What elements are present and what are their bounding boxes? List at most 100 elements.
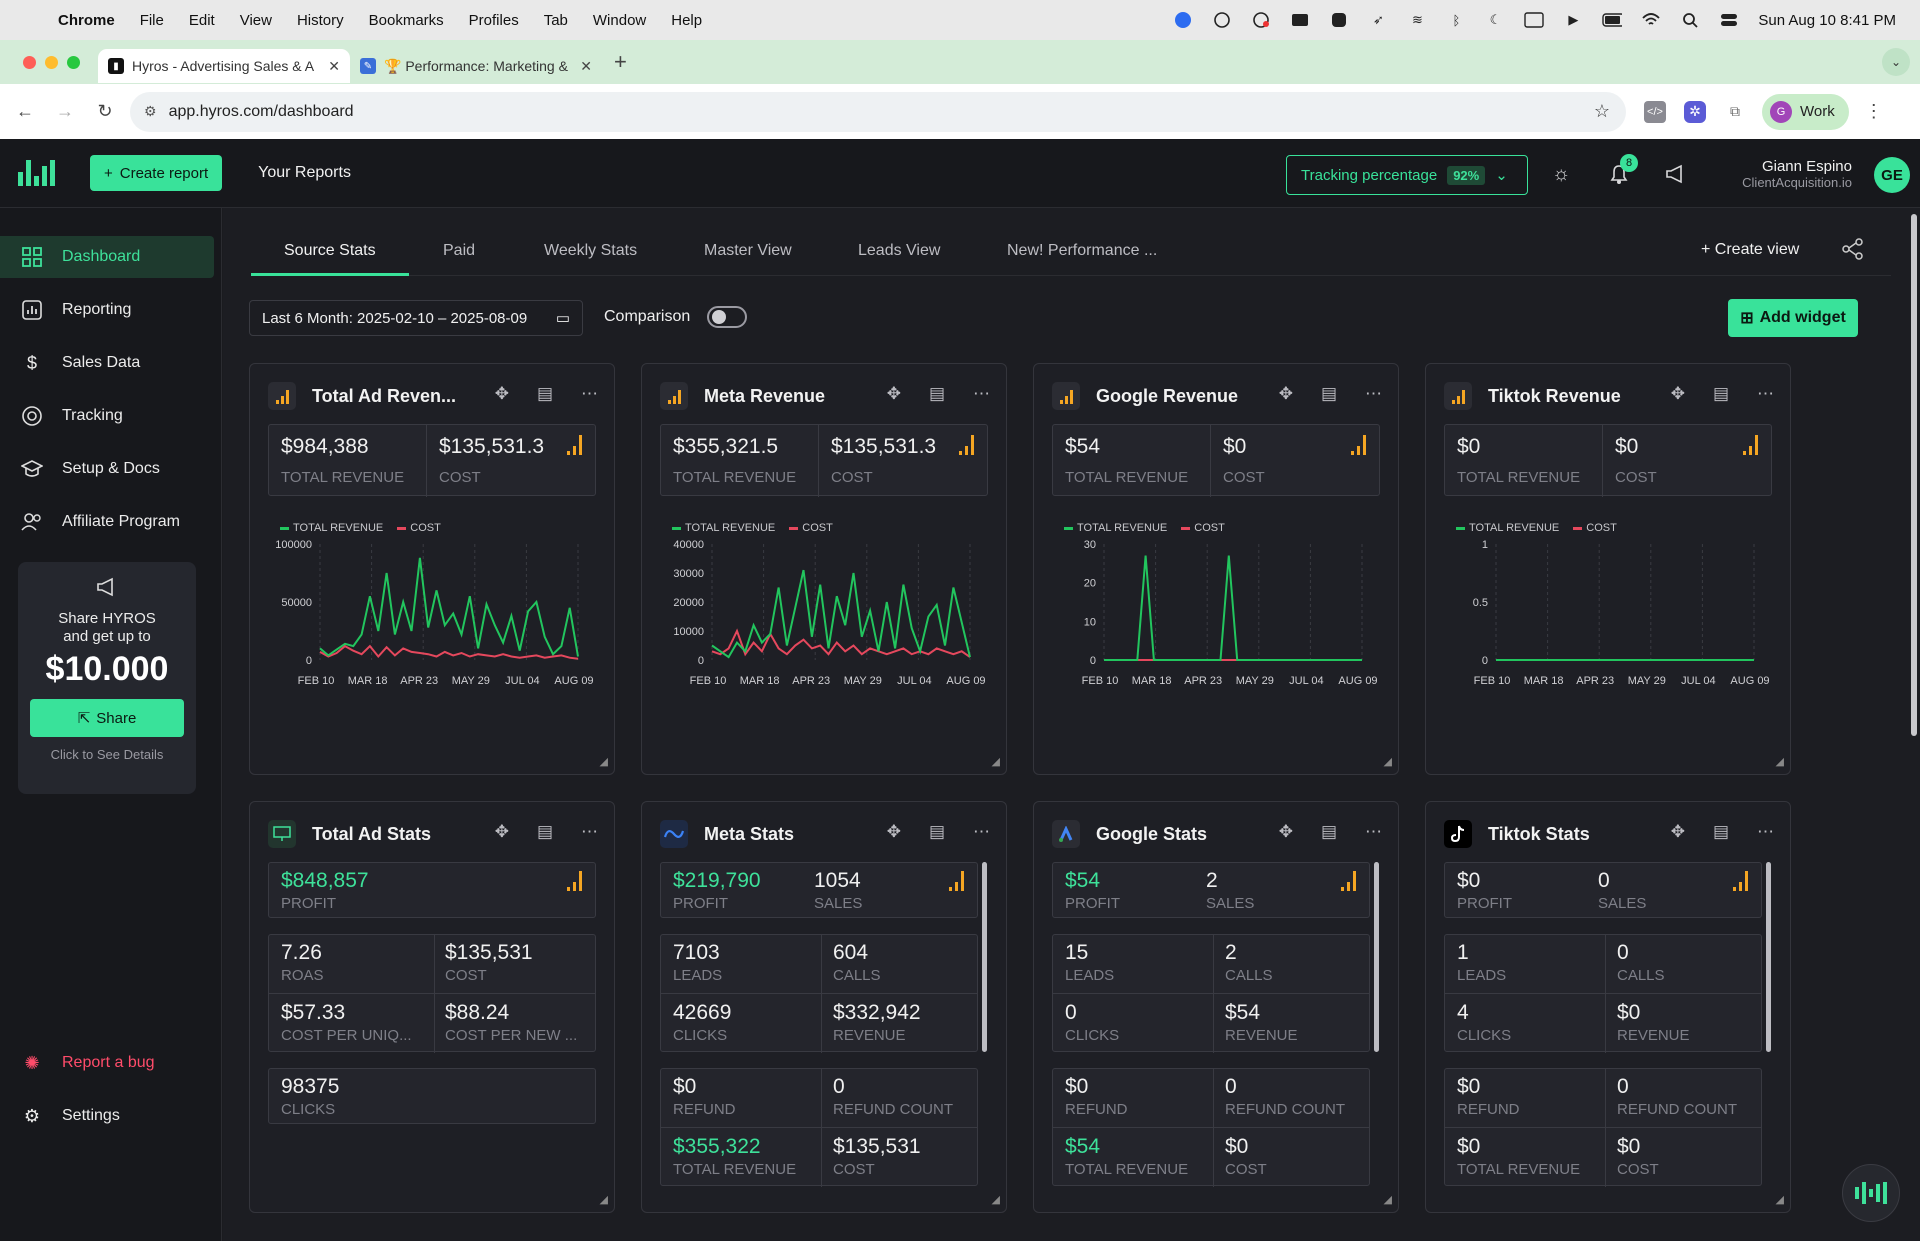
menu-help[interactable]: Help [671,11,703,29]
menu-window[interactable]: Window [592,11,647,29]
extension-gear-icon[interactable]: ✲ [1684,100,1706,123]
promo-caption[interactable]: Click to See Details [50,747,164,762]
more-options-icon[interactable]: ⋯ [581,822,598,841]
creative-cloud-icon[interactable] [1251,12,1271,28]
bookmark-star-icon[interactable]: ☆ [1593,101,1610,121]
move-icon[interactable]: ✥ [494,384,509,403]
close-tab-icon[interactable]: ✕ [580,57,592,74]
user-avatar[interactable]: GE [1874,157,1910,193]
zoom-status-icon[interactable] [1173,12,1193,28]
browser-tab-performance[interactable]: ✎ 🏆 Performance: Marketing & ✕ [350,49,602,83]
notes-icon[interactable]: ▤ [1320,384,1337,403]
hyros-assistant-button[interactable] [1842,1164,1900,1222]
menu-tab[interactable]: Tab [543,11,568,29]
menu-edit[interactable]: Edit [188,11,215,29]
resize-handle-icon[interactable]: ◢ [1775,756,1784,768]
address-bar[interactable]: ⚙ app.hyros.com/dashboard ☆ [130,91,1626,132]
sidebar-item-tracking[interactable]: Tracking [0,395,214,437]
extensions-puzzle-icon[interactable]: ⧉ [1730,103,1740,119]
new-tab-button[interactable]: + [614,49,627,74]
more-options-icon[interactable]: ⋯ [1365,384,1382,403]
notes-icon[interactable]: ▤ [536,822,553,841]
forward-arrow-icon[interactable]: → [56,101,74,121]
extension-code-icon[interactable]: </> [1644,100,1666,123]
close-window-button[interactable] [23,55,36,69]
widget-scrollbar[interactable] [1374,862,1379,1052]
wifi-icon[interactable] [1641,12,1661,28]
report-bug-link[interactable]: ✺ Report a bug [0,1042,214,1084]
move-icon[interactable]: ✥ [1278,384,1293,403]
resize-handle-icon[interactable]: ◢ [991,1194,1000,1206]
menubar-clock[interactable]: Sun Aug 10 8:41 PM [1758,11,1896,29]
resize-handle-icon[interactable]: ◢ [599,1194,608,1206]
sidebar-item-reporting[interactable]: Reporting [0,289,214,331]
move-icon[interactable]: ✥ [886,822,901,841]
feather-icon[interactable]: ➶ [1372,12,1384,27]
more-options-icon[interactable]: ⋯ [973,384,990,403]
comparison-toggle[interactable] [707,306,747,328]
tab-leads-view[interactable]: Leads View [858,242,941,259]
scrollbar-thumb[interactable] [1911,214,1917,736]
zoom-window-button[interactable] [67,55,80,69]
input-source-icon[interactable] [1524,12,1545,28]
resize-handle-icon[interactable]: ◢ [1383,756,1392,768]
battery-icon[interactable] [1602,12,1623,28]
move-icon[interactable]: ✥ [1278,822,1293,841]
notes-icon[interactable]: ▤ [1712,822,1729,841]
site-settings-icon[interactable]: ⚙ [144,103,157,119]
cloud-status-icon[interactable] [1212,12,1232,28]
play-icon[interactable]: ▶ [1568,12,1579,27]
move-icon[interactable]: ✥ [1670,822,1685,841]
resize-handle-icon[interactable]: ◢ [1383,1194,1392,1206]
more-options-icon[interactable]: ⋯ [1757,384,1774,403]
theme-sun-icon[interactable]: ☼ [1552,163,1571,185]
your-reports-link[interactable]: Your Reports [258,164,351,181]
tracking-percentage-dropdown[interactable]: Tracking percentage 92% ⌄ [1286,155,1528,195]
sync-icon[interactable]: ≋ [1411,12,1423,27]
sidebar-item-affiliate-program[interactable]: Affiliate Program [0,501,214,543]
gear-status-icon[interactable] [1329,12,1349,28]
tab-master-view[interactable]: Master View [704,242,792,259]
notifications-bell-icon[interactable]: 8 [1608,154,1638,191]
more-options-icon[interactable]: ⋯ [581,384,598,403]
notes-icon[interactable]: ▤ [1712,384,1729,403]
add-widget-button[interactable]: ⊞ Add widget [1728,299,1858,337]
sidebar-item-dashboard[interactable]: Dashboard [0,236,214,278]
hyros-logo[interactable] [18,160,58,186]
more-options-icon[interactable]: ⋯ [1757,822,1774,841]
resize-handle-icon[interactable]: ◢ [599,756,608,768]
move-icon[interactable]: ✥ [494,822,509,841]
more-options-icon[interactable]: ⋯ [1365,822,1382,841]
menu-bookmarks[interactable]: Bookmarks [368,11,444,29]
share-icon[interactable] [1841,238,1865,266]
create-view-button[interactable]: + Create view [1701,241,1799,259]
tab-search-chevron-icon[interactable]: ⌄ [1882,48,1910,76]
menu-history[interactable]: History [296,11,344,29]
close-tab-icon[interactable]: ✕ [328,57,340,74]
profile-chip[interactable]: G Work [1762,93,1849,130]
notes-icon[interactable]: ▤ [928,384,945,403]
tab-new-performance[interactable]: New! Performance ... [1007,242,1158,259]
bluetooth-icon[interactable]: ᛒ [1452,12,1461,28]
menu-file[interactable]: File [139,11,164,29]
move-icon[interactable]: ✥ [1670,384,1685,403]
resize-handle-icon[interactable]: ◢ [1775,1194,1784,1206]
widget-scrollbar[interactable] [982,862,987,1052]
notes-icon[interactable]: ▤ [928,822,945,841]
tab-source-stats[interactable]: Source Stats [284,242,376,259]
widget-scrollbar[interactable] [1766,862,1771,1052]
menu-app-name[interactable]: Chrome [58,11,115,29]
back-arrow-icon[interactable]: ← [16,101,34,121]
share-button[interactable]: ⇱ Share [30,699,184,737]
browser-tab-hyros[interactable]: ▮ Hyros - Advertising Sales & A ✕ [98,49,350,83]
url-text[interactable]: app.hyros.com/dashboard [168,102,354,120]
date-range-picker[interactable]: Last 6 Month: 2025-02-10 – 2025-08-09 ▭ [249,300,583,336]
control-center-icon[interactable] [1719,12,1739,28]
share-promo-card[interactable]: Share HYROS and get up to $10.000 ⇱ Shar… [18,562,196,794]
minimize-window-button[interactable] [45,55,58,69]
create-report-button[interactable]: + Create report [90,155,223,191]
notes-icon[interactable]: ▤ [536,384,553,403]
search-icon[interactable] [1680,12,1700,28]
sidebar-item-sales-data[interactable]: $ Sales Data [0,342,214,384]
screen-recorder-icon[interactable] [1290,12,1310,28]
